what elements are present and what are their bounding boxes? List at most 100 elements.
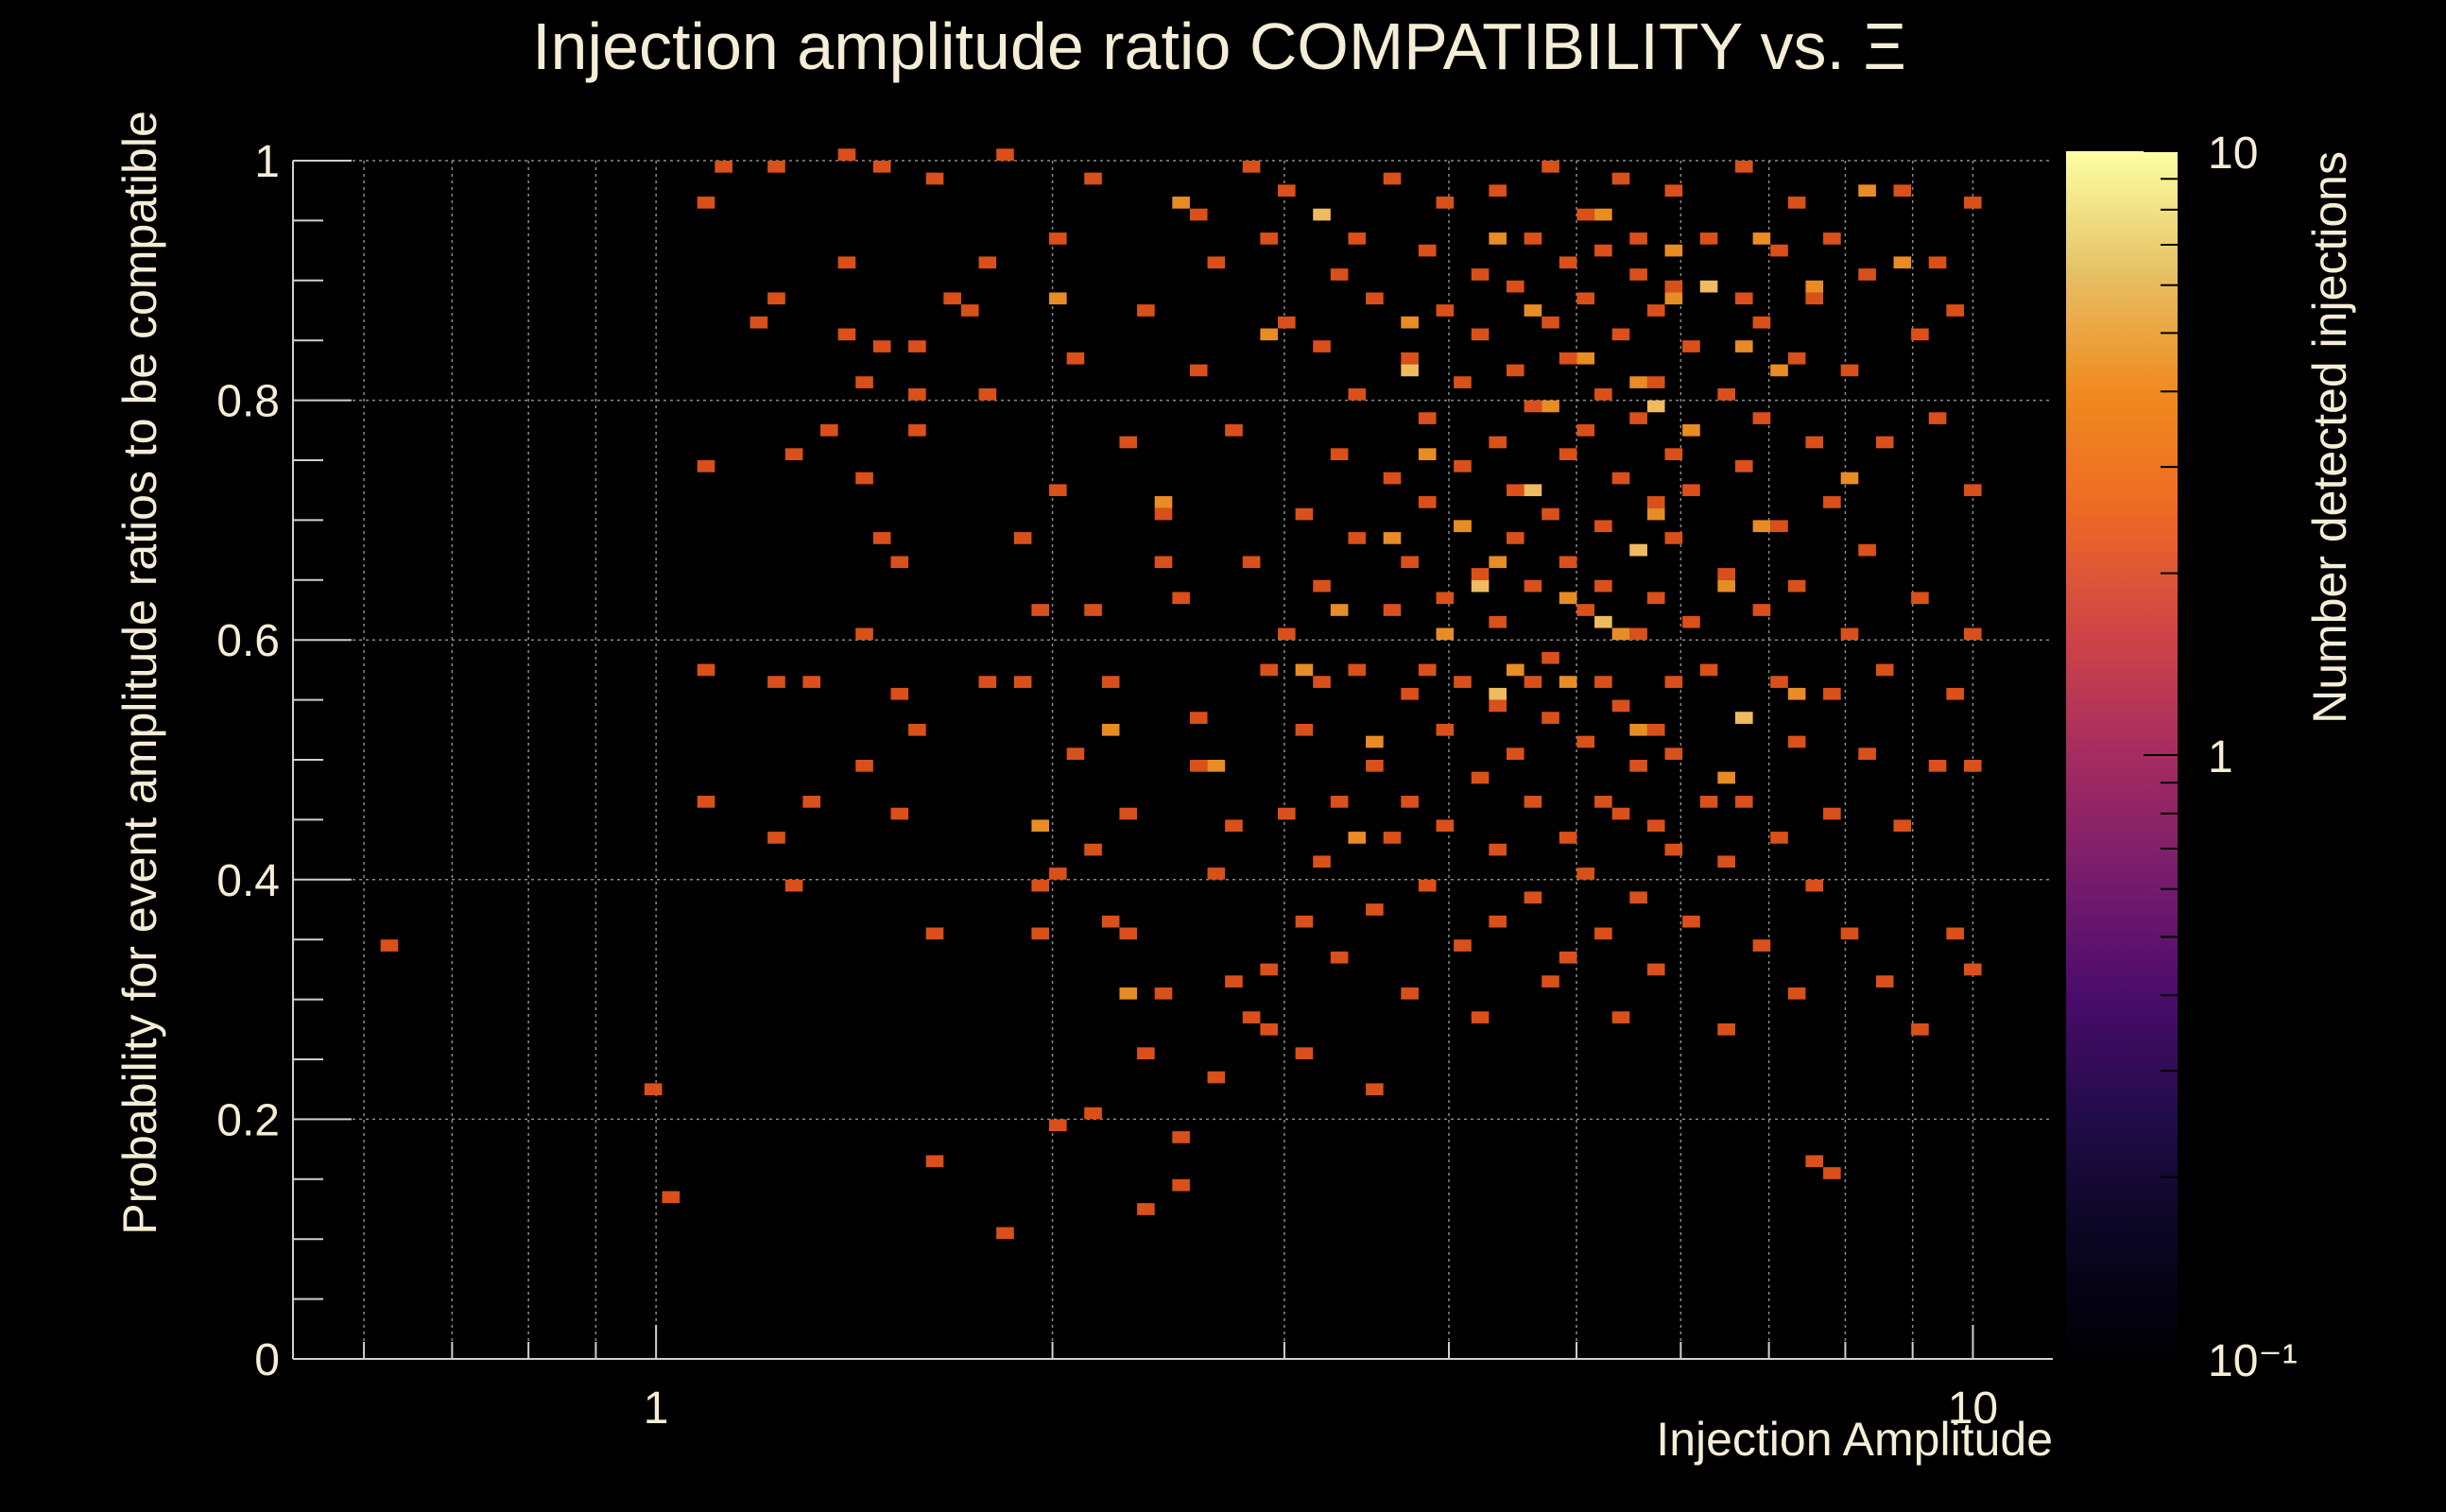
heatmap-cell	[1418, 496, 1437, 508]
heatmap-cell	[1031, 604, 1050, 616]
heatmap-cell	[1278, 807, 1296, 820]
heatmap-cell	[1330, 951, 1349, 964]
heatmap-cell	[749, 316, 768, 329]
heatmap-cell	[1611, 328, 1630, 341]
heatmap-cell	[925, 1155, 944, 1168]
heatmap-cell	[1366, 292, 1384, 305]
heatmap-cell	[1646, 376, 1665, 388]
heatmap-cell	[1594, 244, 1612, 257]
heatmap-cell	[1348, 387, 1367, 401]
heatmap-cell	[1542, 975, 1559, 988]
heatmap-cell	[1401, 352, 1419, 365]
heatmap-cell	[1189, 760, 1208, 772]
heatmap-cell	[1154, 987, 1173, 1000]
heatmap-cell	[1225, 819, 1243, 833]
heatmap-cell	[1963, 197, 1982, 209]
heatmap-cell	[1154, 507, 1173, 521]
heatmap-cell	[1858, 543, 1876, 557]
heatmap-cell	[1172, 1131, 1190, 1143]
heatmap-cell	[1524, 676, 1542, 688]
heatmap-cell	[1436, 627, 1455, 641]
heatmap-cell	[1717, 855, 1735, 868]
heatmap-cell	[1225, 423, 1243, 437]
heatmap-cell	[1875, 975, 1894, 988]
colorbar-ticks: 10⁻¹ 1 10	[2144, 129, 2298, 1386]
heatmap-cell	[1137, 1203, 1155, 1215]
heatmap-cell	[1383, 532, 1402, 544]
heatmap-cell	[1137, 1047, 1155, 1059]
heatmap-cell	[1664, 244, 1683, 257]
y-tick-label: 0.6	[216, 616, 280, 666]
heatmap-cell	[1734, 340, 1753, 352]
heatmap-cell	[908, 387, 926, 401]
heatmap-cell	[1489, 436, 1507, 449]
heatmap-cell	[1348, 663, 1367, 677]
heatmap-cell	[1646, 400, 1665, 413]
heatmap-cell	[1717, 579, 1735, 593]
heatmap-cell	[1506, 484, 1524, 497]
heatmap-cell	[1963, 627, 1982, 641]
heatmap-cell	[1963, 760, 1982, 772]
heatmap-cell	[1542, 651, 1559, 664]
heatmap-cell	[1506, 532, 1524, 544]
heatmap-cell	[1699, 796, 1718, 808]
heatmap-cell	[1664, 676, 1683, 688]
heatmap-cell	[1013, 676, 1032, 688]
heatmap-cell	[1629, 412, 1647, 424]
heatmap-cell	[837, 148, 856, 161]
heatmap-cell	[1946, 687, 1964, 700]
heatmap-cell	[1787, 735, 1806, 748]
heatmap-cell	[1664, 292, 1683, 305]
heatmap-cell	[1664, 448, 1683, 460]
heatmap-cell	[1207, 760, 1226, 772]
heatmap-cell	[1559, 832, 1577, 844]
heatmap-cell	[1699, 663, 1718, 677]
heatmap-cell	[1734, 460, 1753, 472]
heatmap-cell	[1401, 687, 1419, 700]
heatmap-cell	[1611, 627, 1630, 641]
heatmap-cell	[767, 832, 785, 844]
heatmap-cell	[1823, 232, 1841, 245]
heatmap-cell	[1524, 891, 1542, 904]
colorbar-tick-label: 10⁻¹	[2208, 1336, 2298, 1386]
heatmap-cell	[1401, 556, 1419, 569]
heatmap-cell	[1752, 412, 1771, 424]
heatmap-cell	[1489, 184, 1507, 198]
heatmap-cell	[1629, 760, 1647, 772]
heatmap-cell	[1348, 532, 1367, 544]
heatmap-cell	[1611, 1011, 1630, 1023]
heatmap-cell	[1699, 232, 1718, 245]
heatmap-cell	[1207, 1071, 1226, 1084]
heatmap-cell	[1278, 184, 1296, 198]
heatmap-cell	[925, 927, 944, 940]
heatmap-cell	[1489, 556, 1507, 569]
heatmap-cell	[1401, 316, 1419, 329]
heatmap-cell	[1049, 484, 1067, 497]
heatmap-cell	[1313, 855, 1331, 868]
colorbar-label: Number detected injections	[2303, 151, 2356, 724]
heatmap-cell	[1506, 663, 1524, 677]
heatmap-cell	[1893, 819, 1912, 833]
colorbar-tick-label: 10	[2208, 129, 2258, 179]
heatmap-cell	[1629, 268, 1647, 281]
axes: 0 0.2 0.4 0.6 0.8 1 1 10	[216, 137, 2053, 1434]
y-tick-label: 0.8	[216, 377, 280, 427]
heatmap-cell	[1330, 604, 1349, 616]
heatmap-cell	[1119, 927, 1138, 940]
heatmap-cell	[697, 460, 715, 472]
heatmap-cell	[978, 676, 997, 688]
heatmap-cell	[1823, 1167, 1841, 1179]
heatmap-cell	[1646, 496, 1665, 508]
heatmap-cell	[1366, 903, 1384, 916]
heatmap-cell	[1629, 232, 1647, 245]
heatmap-cell	[1893, 184, 1912, 198]
heatmap-cell	[1049, 232, 1067, 245]
heatmap-cell	[1242, 161, 1261, 173]
heatmap-cell	[1524, 579, 1542, 593]
heatmap-cell	[1383, 832, 1402, 844]
heatmap-cell	[872, 340, 891, 352]
heatmap-cell	[1242, 1011, 1261, 1023]
heatmap-cell	[1559, 676, 1577, 688]
heatmap-cell	[1823, 687, 1841, 700]
